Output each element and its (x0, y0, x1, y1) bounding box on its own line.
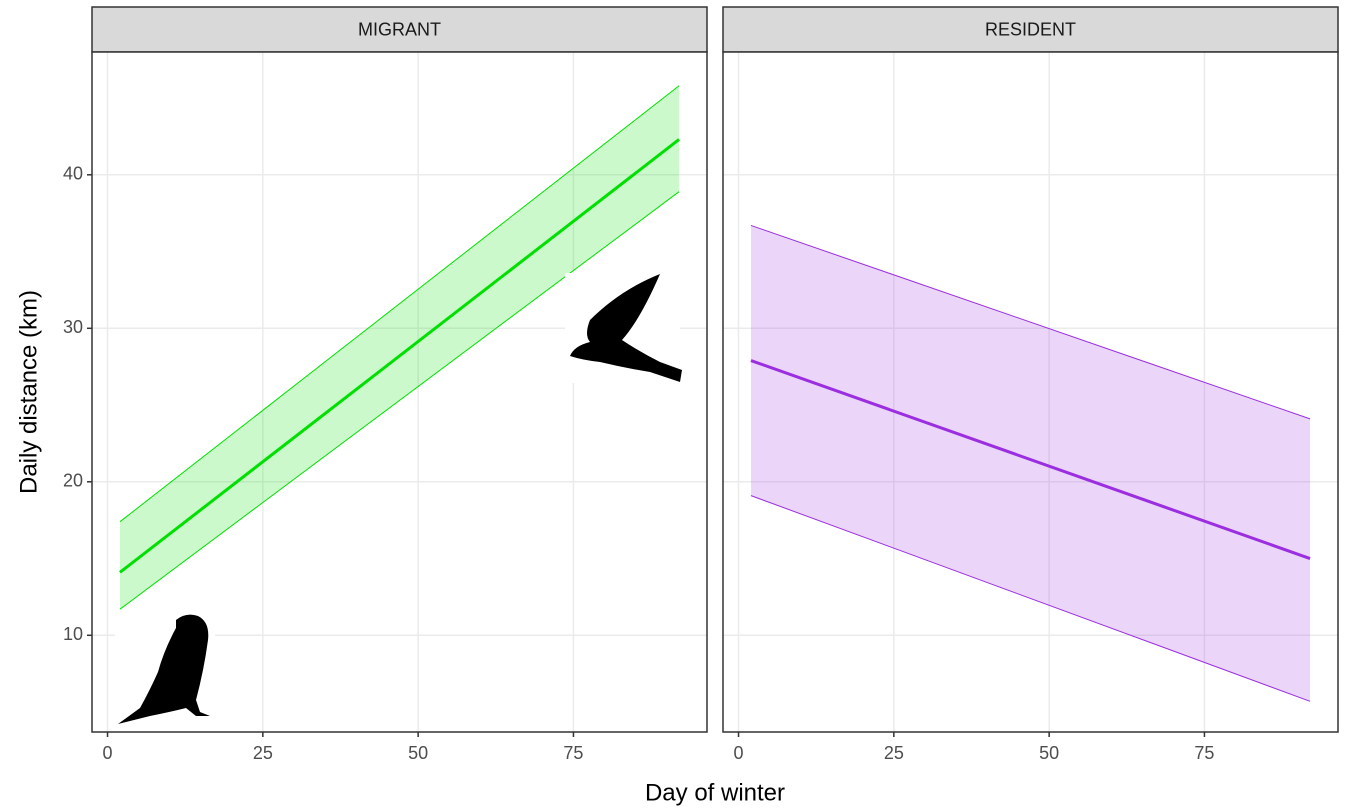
y-axis-title: Daily distance (km) (15, 290, 42, 494)
line (750, 359, 1311, 560)
panel-border (722, 51, 1339, 733)
x-tick-label: 25 (253, 743, 273, 763)
facet-title: RESIDENT (985, 19, 1076, 39)
line (119, 138, 680, 574)
strip-background (91, 6, 708, 53)
x-tick-label: 75 (563, 743, 583, 763)
y-tick-label: 40 (63, 164, 83, 184)
x-tick-label: 75 (1194, 743, 1214, 763)
band-edge (750, 224, 1311, 420)
band-edge (119, 85, 680, 523)
confidence-band (750, 225, 1311, 702)
x-axis-title: Day of winter (645, 779, 785, 806)
confidence-band (119, 85, 680, 610)
panel-border (91, 51, 708, 733)
x-tick-label: 0 (103, 743, 113, 763)
y-tick-label: 10 (63, 624, 83, 644)
x-tick-label: 0 (734, 743, 744, 763)
perched-falcon-silhouette (118, 614, 210, 724)
flying-falcon-silhouette (570, 274, 682, 382)
x-tick-label: 50 (408, 743, 428, 763)
x-tick-label: 50 (1039, 743, 1059, 763)
facet-title: MIGRANT (358, 19, 441, 39)
x-tick-label: 25 (884, 743, 904, 763)
band-edge (750, 495, 1311, 702)
band-edge (119, 191, 680, 610)
y-tick-label: 30 (63, 317, 83, 337)
panel-background (723, 52, 1338, 732)
y-tick-label: 20 (63, 471, 83, 491)
strip-background (722, 6, 1339, 53)
